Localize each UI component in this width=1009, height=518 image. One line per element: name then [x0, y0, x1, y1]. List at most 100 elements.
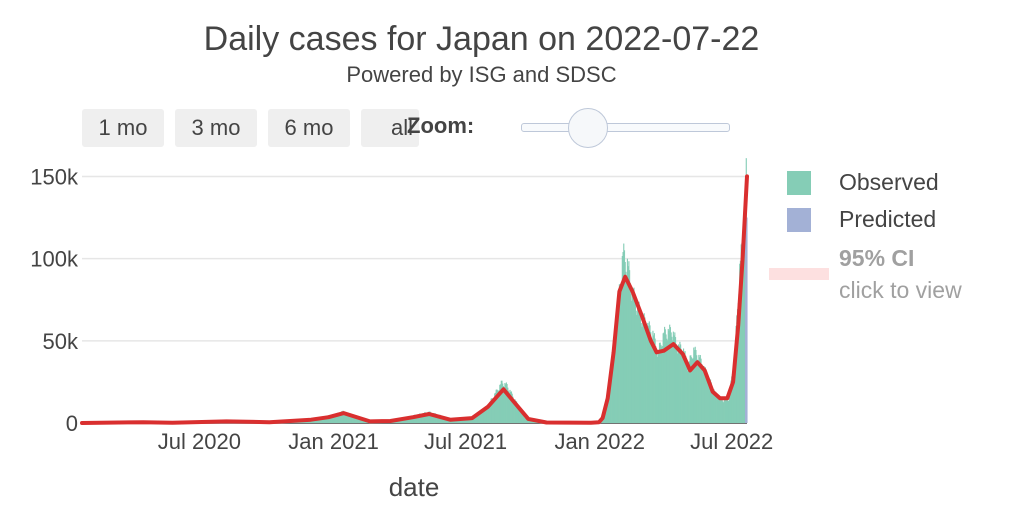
observed-bar: [693, 350, 696, 423]
observed-bar: [427, 413, 429, 423]
observed-bar: [663, 332, 665, 423]
observed-bar: [637, 306, 639, 423]
observed-bar: [607, 398, 609, 423]
observed-bar: [609, 383, 611, 423]
predicted-bar: [744, 219, 747, 423]
observed-bar: [709, 379, 712, 423]
observed-bar: [645, 330, 647, 423]
observed-bar: [646, 333, 648, 423]
observed-bar: [473, 417, 475, 423]
observed-bar: [458, 420, 460, 423]
observed-bar: [610, 375, 612, 423]
legend-ci-label[interactable]: 95% CI: [839, 245, 915, 271]
observed-bar: [332, 414, 334, 423]
observed-bar: [501, 380, 503, 423]
observed-bar: [662, 333, 664, 423]
observed-bar: [742, 246, 744, 423]
observed-bar: [508, 392, 510, 423]
observed-bar: [491, 398, 494, 423]
observed-bar: [486, 406, 488, 423]
observed-bar: [524, 417, 526, 423]
observed-bar: [743, 240, 745, 423]
observed-bar: [626, 258, 628, 423]
observed-bar: [717, 398, 719, 423]
observed-bar: [631, 300, 633, 423]
observed-bar: [695, 349, 697, 423]
observed-bar: [656, 356, 658, 423]
observed-bar: [483, 410, 485, 423]
observed-bar: [513, 400, 515, 423]
legend-observed-swatch[interactable]: [787, 171, 811, 195]
observed-bar: [725, 397, 727, 423]
observed-bar: [656, 352, 658, 423]
observed-bar: [744, 205, 746, 423]
observed-bar: [468, 418, 470, 423]
legend-ci-swatch[interactable]: [769, 268, 829, 280]
zoom-slider-rail[interactable]: [521, 123, 730, 132]
observed-bar: [475, 416, 477, 423]
observed-bar: [697, 361, 699, 423]
observed-bar: [486, 405, 488, 423]
observed-bar: [457, 420, 459, 423]
range-button-1-month[interactable]: 1 mo: [82, 109, 164, 147]
observed-bar: [628, 261, 630, 423]
observed-bar: [631, 288, 634, 423]
observed-bar: [506, 384, 508, 423]
observed-bar: [721, 399, 723, 423]
observed-bar: [654, 338, 656, 423]
observed-bar: [623, 243, 625, 423]
observed-bar: [738, 294, 740, 423]
observed-bar: [410, 416, 412, 423]
observed-bar: [477, 415, 479, 423]
observed-bar: [689, 355, 691, 423]
observed-bar: [466, 419, 468, 423]
legend-ci-hint[interactable]: click to view: [839, 277, 962, 303]
legend-predicted-label[interactable]: Predicted: [839, 206, 937, 232]
observed-bar: [500, 380, 502, 423]
range-button-3-months[interactable]: 3 mo: [175, 109, 257, 147]
observed-bar: [629, 283, 631, 423]
observed-bar: [690, 355, 692, 423]
observed-bar: [440, 415, 443, 423]
observed-bar: [611, 363, 613, 423]
observed-bar: [666, 338, 668, 423]
observed-bar: [464, 418, 467, 423]
observed-bar: [724, 399, 726, 423]
observed-bar: [350, 415, 352, 423]
observed-bar: [652, 330, 654, 423]
observed-bar: [707, 381, 709, 423]
observed-bar: [723, 399, 725, 423]
observed-bar: [694, 346, 696, 423]
legend-observed-label[interactable]: Observed: [839, 169, 939, 195]
observed-bar: [733, 368, 735, 423]
observed-bar: [614, 340, 616, 423]
observed-bar: [720, 396, 722, 423]
observed-bar: [483, 408, 486, 423]
observed-bar: [332, 414, 335, 423]
range-button-all[interactable]: all: [361, 109, 419, 147]
observed-bar: [478, 413, 480, 423]
observed-bar: [424, 412, 427, 423]
observed-bar: [478, 415, 480, 423]
observed-bar: [702, 371, 704, 423]
observed-bar: [639, 315, 642, 423]
observed-bar: [515, 401, 517, 423]
observed-bar: [505, 384, 507, 423]
observed-bar: [641, 326, 643, 423]
observed-bar: [642, 315, 644, 423]
zoom-slider-grip[interactable]: [568, 108, 608, 148]
observed-bars: [101, 158, 747, 423]
observed-bar: [513, 399, 515, 423]
observed-bar: [604, 411, 607, 423]
legend-predicted-swatch[interactable]: [787, 208, 811, 232]
observed-bar: [742, 247, 744, 423]
observed-bar: [522, 414, 524, 423]
range-button-6-months[interactable]: 6 mo: [268, 109, 350, 147]
observed-bar: [685, 355, 687, 423]
observed-bar: [502, 386, 505, 423]
observed-bar: [437, 415, 439, 423]
observed-bar: [435, 413, 437, 423]
observed-bar: [520, 410, 522, 423]
observed-bar: [726, 399, 728, 423]
observed-bar: [526, 417, 528, 423]
